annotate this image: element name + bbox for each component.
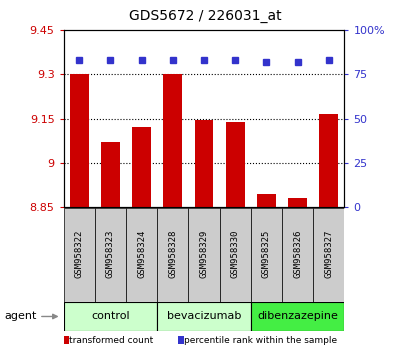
Bar (194, 120, 213, 207)
Bar (70, 74, 88, 207)
Text: dibenzazepine: dibenzazepine (256, 312, 337, 321)
Text: GSM958328: GSM958328 (168, 229, 177, 278)
Bar (188, 208, 219, 303)
Text: percentile rank within the sample: percentile rank within the sample (184, 336, 337, 345)
Bar (94, 208, 126, 303)
Bar (163, 74, 182, 207)
Bar (281, 208, 312, 303)
Bar (250, 208, 281, 303)
Bar (157, 302, 250, 331)
Bar (63, 302, 157, 331)
Text: GSM958325: GSM958325 (261, 229, 270, 278)
Bar (312, 208, 344, 303)
Text: GSM958329: GSM958329 (199, 229, 208, 278)
Text: GSM958322: GSM958322 (74, 229, 83, 278)
Text: GSM958330: GSM958330 (230, 229, 239, 278)
Bar (225, 121, 244, 207)
Bar (63, 208, 94, 303)
Bar (256, 194, 275, 207)
Bar (126, 208, 157, 303)
Bar (101, 142, 119, 207)
Bar (132, 127, 151, 207)
Text: agent: agent (4, 312, 36, 321)
Text: transformed count: transformed count (69, 336, 153, 345)
Text: GSM958327: GSM958327 (324, 229, 333, 278)
Bar (157, 208, 188, 303)
Text: GSM958324: GSM958324 (137, 229, 146, 278)
Bar (319, 114, 337, 207)
Text: GDS5672 / 226031_at: GDS5672 / 226031_at (128, 9, 281, 23)
Text: bevacizumab: bevacizumab (166, 312, 240, 321)
Text: GSM958323: GSM958323 (106, 229, 115, 278)
Text: GSM958326: GSM958326 (292, 229, 301, 278)
Bar (288, 198, 306, 207)
Bar (219, 208, 250, 303)
Text: control: control (91, 312, 129, 321)
Bar (250, 302, 344, 331)
